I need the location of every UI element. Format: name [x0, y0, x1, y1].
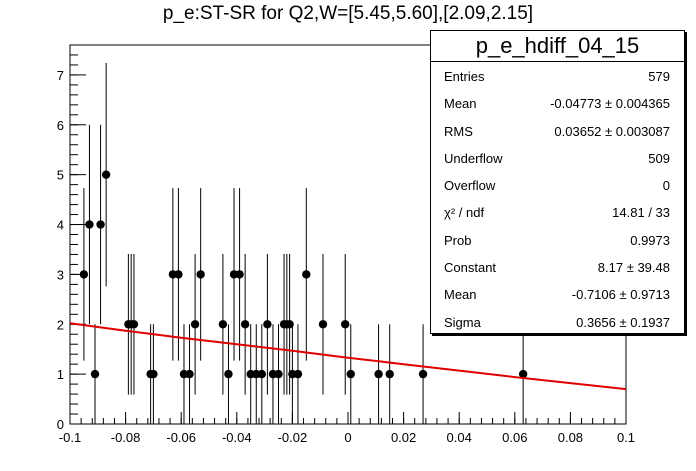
data-point	[79, 270, 89, 279]
data-point	[218, 320, 228, 329]
stats-row: Mean -0.7106 ± 0.9713	[431, 280, 684, 307]
stats-value: 0.9973	[630, 232, 670, 248]
chart-title: p_e:ST-SR for Q2,W=[5.45,5.60],[2.09,2.1…	[162, 3, 534, 24]
data-point	[293, 369, 303, 379]
stats-row: Entries 579	[431, 62, 684, 89]
fit-curve	[69, 322, 627, 391]
stats-label: Entries	[444, 69, 485, 84]
stats-value: 509	[648, 150, 670, 166]
stats-histogram-name: p_e_hdiff_04_15	[431, 31, 684, 62]
x-tick-label: -0.04	[222, 430, 252, 445]
data-point	[235, 270, 244, 279]
stats-value: 0.3656 ± 0.1937	[576, 314, 670, 330]
stats-value: 8.17 ± 39.48	[597, 260, 670, 276]
y-tick-label: 3	[57, 267, 64, 282]
stats-value: 14.81 / 33	[612, 205, 670, 221]
stats-value: 579	[648, 69, 670, 84]
x-tick-label: 0.04	[447, 430, 472, 445]
data-point	[224, 369, 233, 379]
data-point	[240, 320, 250, 329]
data-point	[149, 369, 158, 379]
stats-value: 0.03652 ± 0.003087	[554, 123, 670, 139]
data-point	[418, 369, 428, 379]
data-point	[257, 369, 267, 379]
stats-value: 0	[662, 178, 670, 194]
data-point	[101, 170, 111, 179]
stats-label: Underflow	[444, 150, 503, 166]
data-point	[90, 369, 100, 379]
stats-label: Mean	[444, 96, 477, 112]
x-tick-label: -0.06	[166, 430, 196, 445]
y-tick-label: 0	[57, 417, 64, 432]
x-tick-label: -0.02	[278, 430, 308, 445]
data-point	[285, 320, 294, 329]
data-point	[346, 369, 355, 379]
data-point	[196, 270, 205, 279]
stats-value: -0.04773 ± 0.004365	[550, 96, 670, 112]
stats-rows: Entries 579 Mean -0.04773 ± 0.004365 RMS 0.03…	[431, 62, 684, 335]
data-point	[190, 320, 200, 329]
y-tick-label: 7	[57, 68, 64, 83]
stats-label: Mean	[444, 287, 477, 303]
data-point	[385, 369, 394, 379]
x-tick-label: 0.1	[617, 430, 635, 445]
stats-label: RMS	[444, 123, 473, 139]
y-tick-label: 4	[57, 218, 64, 233]
stats-row: Overflow 0	[431, 171, 684, 198]
x-tick-label: 0	[344, 430, 351, 445]
x-tick-label: -0.1	[59, 430, 81, 445]
stats-box: p_e_hdiff_04_15 Entries 579 Mean -0.04773 ±…	[430, 30, 685, 334]
stats-row: Sigma 0.3656 ± 0.1937	[431, 308, 684, 335]
stats-label: Overflow	[444, 178, 496, 194]
stats-label: Prob	[444, 232, 472, 248]
stats-value: -0.7106 ± 0.9713	[571, 287, 670, 303]
stats-label: χ² / ndf	[444, 205, 485, 221]
x-tick-label: -0.08	[111, 430, 141, 445]
stats-row: Constant 8.17 ± 39.48	[431, 253, 684, 280]
stats-row: Underflow 509	[431, 144, 684, 171]
stats-row: Mean -0.04773 ± 0.004365	[431, 89, 684, 116]
stats-label: Sigma	[444, 314, 481, 330]
data-point	[341, 320, 350, 329]
x-tick-label: 0.02	[391, 430, 416, 445]
stats-row: χ² / ndf 14.81 / 33	[431, 198, 684, 225]
data-point	[302, 270, 311, 279]
x-tick-label: 0.08	[558, 430, 583, 445]
stats-row: Prob 0.9973	[431, 226, 684, 253]
data-point	[96, 220, 105, 229]
data-point	[174, 270, 183, 279]
data-point	[274, 369, 283, 379]
axes: -0.1 -0.08 -0.06 -0.04 -0.02 0 0.02 0.04 0.06 0.0…	[57, 44, 635, 445]
y-tick-label: 6	[57, 118, 64, 133]
y-tick-label: 1	[57, 367, 64, 382]
data-point	[518, 369, 528, 379]
data-points	[79, 170, 528, 379]
stats-row: RMS 0.03652 ± 0.003087	[431, 117, 684, 144]
data-point	[318, 320, 328, 329]
data-point	[85, 220, 94, 229]
data-point	[129, 320, 139, 329]
x-tick-label: 0.06	[502, 430, 527, 445]
stats-label: Constant	[444, 260, 497, 276]
data-point	[263, 320, 272, 329]
data-point	[185, 369, 194, 379]
data-point	[374, 369, 383, 379]
y-tick-label: 2	[57, 317, 64, 332]
y-tick-label: 5	[57, 168, 64, 183]
